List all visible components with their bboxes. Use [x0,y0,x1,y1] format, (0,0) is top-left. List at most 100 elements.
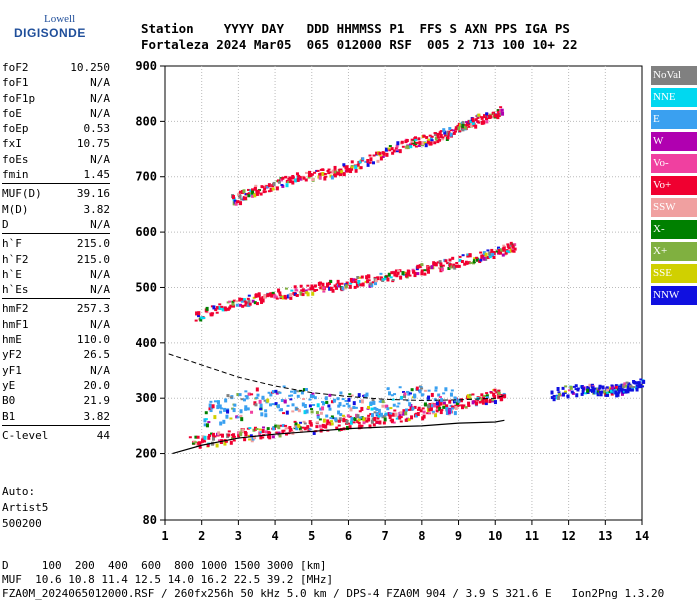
data-point [639,378,643,381]
data-point [321,401,325,404]
data-point [407,418,411,422]
data-point [360,275,364,279]
data-point [358,160,362,164]
data-point [371,399,375,402]
data-point [569,385,573,390]
data-point [387,147,391,150]
y-tick-label: 800 [135,114,157,128]
data-point [436,136,440,139]
data-point [471,117,475,120]
data-point [385,152,389,157]
data-point [480,393,484,397]
data-point [377,414,381,418]
data-point [229,417,233,420]
data-point [327,404,331,408]
data-point [412,270,416,274]
data-point [463,125,467,130]
data-point [333,173,337,178]
data-point [240,300,244,303]
data-point [395,148,399,151]
param-value: 20.0 [83,378,111,392]
data-point [340,170,344,174]
data-point [248,438,252,441]
data-point [309,423,313,427]
data-point [286,294,290,299]
data-point [336,279,340,284]
data-point [499,106,503,109]
data-point [303,427,307,431]
data-point [206,443,210,447]
data-point [491,252,495,257]
data-point [417,137,421,141]
data-point [427,138,431,141]
param-label: B1 [2,409,16,423]
data-point [357,393,361,398]
data-point [276,424,280,428]
data-point [207,435,211,440]
data-point [219,410,223,414]
data-point [232,408,236,413]
data-point [367,405,371,409]
data-point [213,400,217,403]
data-point [415,141,419,144]
legend-item-e: E [651,110,697,129]
data-point [285,432,289,436]
data-point [322,418,326,423]
data-point [239,303,243,307]
data-point [387,272,391,277]
data-point [339,168,343,171]
data-point [505,250,509,253]
data-point [247,193,251,198]
data-point [329,420,333,423]
data-point [260,299,264,304]
data-point [271,390,275,394]
data-point [203,418,207,423]
data-point [388,414,392,419]
data-point [388,145,392,148]
data-point [270,295,274,298]
data-point [625,381,629,384]
data-point [332,398,336,403]
data-point [477,113,481,117]
data-point [368,154,372,157]
data-point [407,270,411,273]
data-point [466,394,470,399]
data-point [313,171,317,174]
data-point [217,439,221,442]
data-point [305,171,309,174]
param-row: fmin 1.45 [2,167,110,182]
data-point [492,256,496,260]
data-point [409,392,413,395]
data-point [267,391,271,394]
data-point [240,198,244,201]
data-point [318,424,322,428]
data-point [247,188,251,191]
data-point [222,419,226,424]
data-point [320,429,324,432]
param-label: hmF2 [2,302,29,316]
data-point [626,387,630,390]
data-point [405,138,409,142]
data-point [396,141,400,146]
data-point [293,389,297,394]
data-point [362,417,366,422]
data-point [254,293,258,298]
data-point [353,285,357,289]
data-point [258,399,262,404]
data-point [384,147,388,152]
param-label: fxI [2,137,22,151]
data-point [437,393,441,397]
data-point [345,165,349,170]
data-point [497,112,501,117]
data-point [197,311,201,316]
y-tick-label: 400 [135,336,157,350]
data-point [596,391,600,396]
data-point [468,253,472,257]
data-point [460,405,464,410]
data-point [349,407,353,412]
data-point [438,260,442,265]
data-point [306,425,310,429]
data-point [497,391,501,395]
param-value: 10.250 [70,61,110,74]
data-point [355,281,359,284]
